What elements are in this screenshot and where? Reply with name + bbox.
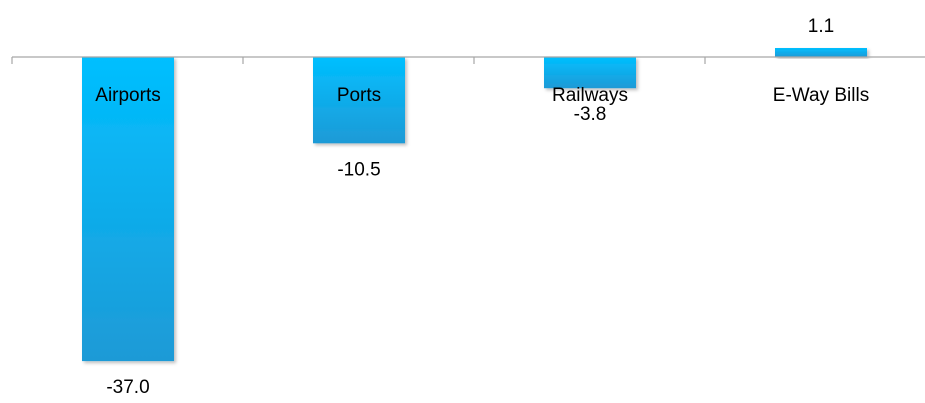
data-label: -10.5 <box>337 159 380 180</box>
bar-railways <box>544 57 636 89</box>
category-label: E-Way Bills <box>773 85 869 106</box>
data-label: -3.8 <box>574 104 607 125</box>
category-label: Airports <box>95 85 160 106</box>
data-label: -37.0 <box>106 377 149 398</box>
bar-e-way-bills <box>775 48 867 57</box>
data-label: 1.1 <box>808 16 834 37</box>
category-label: Ports <box>337 85 381 106</box>
category-label: Railways <box>552 85 628 106</box>
labels-layer: Airports -37.0 Ports -10.5 Railways-3.8 E-Way… <box>95 16 869 398</box>
x-axis <box>11 56 925 64</box>
bar-airports <box>82 57 174 362</box>
bars-layer <box>82 48 867 362</box>
bar-ports <box>313 57 405 144</box>
